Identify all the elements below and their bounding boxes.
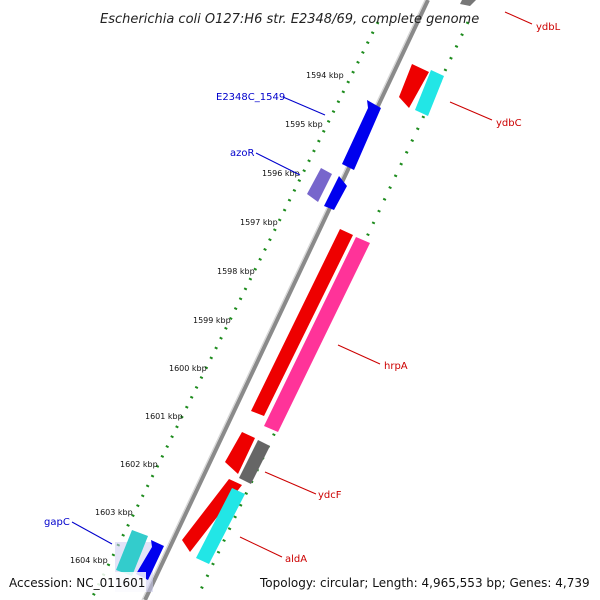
kbp-label: 1601 kbp bbox=[145, 412, 183, 421]
gene-label-azoR[interactable]: azoR bbox=[230, 148, 254, 159]
accession-background bbox=[6, 572, 146, 592]
gene-label-ydbC[interactable]: ydbC bbox=[496, 118, 522, 129]
gene-label-hrpA[interactable]: hrpA bbox=[384, 361, 408, 372]
kbp-label: 1597 kbp bbox=[240, 218, 278, 227]
gene-hrpA-pink-feature[interactable] bbox=[264, 237, 370, 432]
gene-labels: ydbL ydbC hrpA ydcF aldA E2348C_1549 azo… bbox=[44, 22, 561, 565]
gene-ydcF-gray-feature[interactable] bbox=[239, 440, 270, 484]
gene-label-ydbL[interactable]: ydbL bbox=[536, 22, 561, 33]
gene-ydbC-cyan-feature[interactable] bbox=[415, 70, 444, 116]
kbp-label: 1598 kbp bbox=[217, 267, 255, 276]
gene-label-aldA[interactable]: aldA bbox=[285, 554, 307, 565]
gene-azoR-purple-feature[interactable] bbox=[307, 168, 332, 202]
kbp-label: 1600 kbp bbox=[169, 364, 207, 373]
gene-label-E2348C-1549[interactable]: E2348C_1549 bbox=[216, 92, 285, 103]
kbp-label: 1596 kbp bbox=[262, 169, 300, 178]
kbp-labels: 1594 kbp 1595 kbp 1596 kbp 1597 kbp 1598… bbox=[70, 71, 344, 565]
gene-gapC-teal-feature[interactable] bbox=[116, 530, 148, 576]
topology-text: Topology: circular; Length: 4,965,553 bp… bbox=[259, 576, 590, 590]
gene-E2348C-1549-feature[interactable] bbox=[342, 100, 381, 170]
genome-backbone-highlight bbox=[141, 0, 426, 600]
kbp-label: 1603 kbp bbox=[95, 508, 133, 517]
gene-ydbL-feature[interactable] bbox=[460, 0, 476, 6]
gene-label-ydcF[interactable]: ydcF bbox=[318, 490, 342, 501]
map-title: Escherichia coli O127:H6 str. E2348/69, … bbox=[100, 12, 479, 27]
gene-ydcF-red-feature[interactable] bbox=[225, 432, 255, 474]
gene-gapC-blue-feature[interactable] bbox=[136, 540, 164, 580]
gene-aldA-red-feature[interactable] bbox=[182, 479, 242, 552]
forward-genes bbox=[182, 0, 476, 564]
gene-ydbC-red-feature[interactable] bbox=[399, 64, 429, 108]
gene-label-gapC[interactable]: gapC bbox=[44, 517, 70, 528]
kbp-label: 1595 kbp bbox=[285, 120, 323, 129]
label-leaders bbox=[71, 11, 533, 558]
genome-backbone bbox=[143, 0, 430, 600]
gene-azoR-blue-feature[interactable] bbox=[324, 176, 347, 210]
kbp-label: 1594 kbp bbox=[306, 71, 344, 80]
accession-text: Accession: NC_011601 bbox=[9, 576, 145, 590]
gene-aldA-cyan-feature[interactable] bbox=[196, 488, 245, 564]
gene-hrpA-red-feature[interactable] bbox=[251, 229, 353, 416]
kbp-label: 1604 kbp bbox=[70, 556, 108, 565]
topology-background bbox=[256, 572, 594, 592]
kbp-label: 1602 kbp bbox=[120, 460, 158, 469]
kbp-label: 1599 kbp bbox=[193, 316, 231, 325]
